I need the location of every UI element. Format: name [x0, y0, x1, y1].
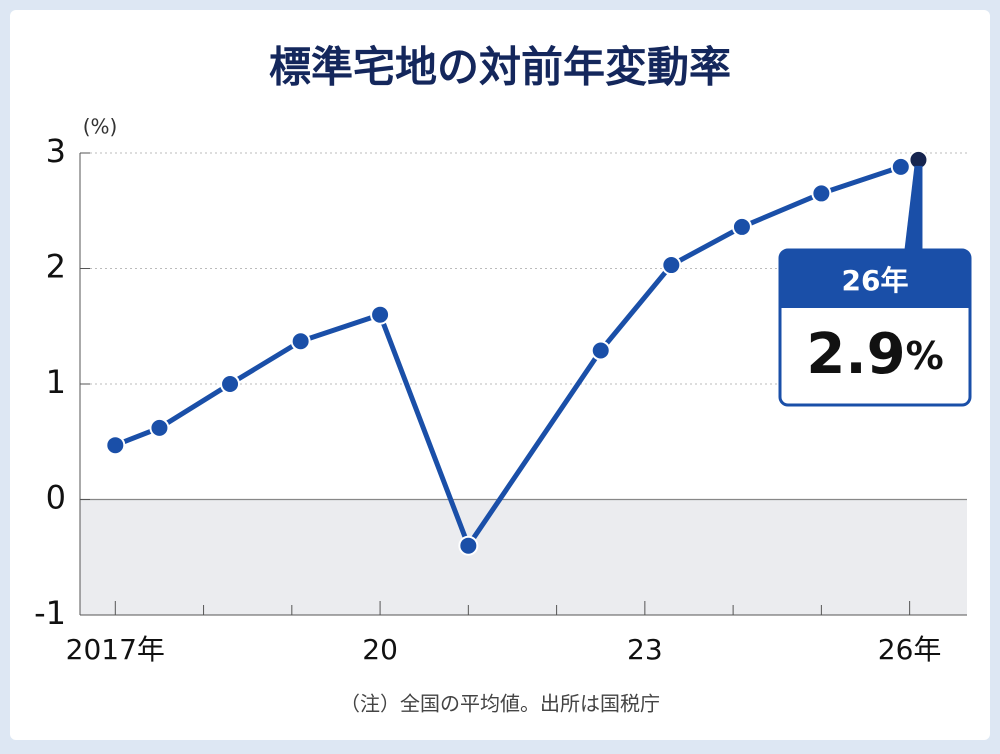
value-label: 2.9% — [806, 322, 943, 387]
x-tick-label: 26年 — [878, 633, 942, 666]
callout-title: 26年 — [842, 264, 909, 297]
point — [811, 183, 832, 204]
y-tick-label: -1 — [34, 594, 66, 632]
negative-area — [80, 499, 967, 615]
x-tick-label: 23 — [627, 633, 663, 666]
y-tick-label: 1 — [46, 363, 66, 401]
chart-title: 標準宅地の対前年変動率 — [269, 43, 731, 92]
y-tick-label: 0 — [46, 479, 66, 517]
y-unit: (%) — [83, 115, 118, 139]
x-tick-label: 20 — [362, 633, 398, 666]
callout-header — [780, 250, 970, 308]
y-tick-label: 2 — [46, 248, 66, 286]
line — [114, 157, 920, 549]
note: （注）全国の平均値。出所は国税庁 — [340, 692, 660, 716]
point — [661, 255, 682, 276]
point — [149, 417, 170, 438]
callout-pointer — [904, 165, 923, 250]
point — [290, 331, 311, 352]
point — [105, 435, 126, 456]
x-tick-label: 2017年 — [66, 633, 165, 666]
point — [370, 304, 391, 325]
point — [220, 374, 241, 394]
point — [890, 156, 911, 177]
y-tick-label: 3 — [46, 132, 66, 170]
point — [731, 216, 752, 237]
point — [590, 340, 611, 361]
point — [458, 535, 479, 556]
